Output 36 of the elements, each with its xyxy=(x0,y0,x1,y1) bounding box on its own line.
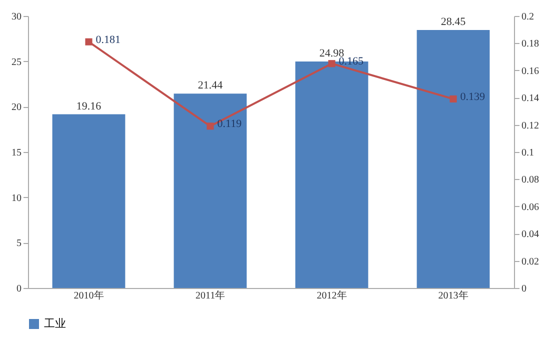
y2-tick-label: 0.18 xyxy=(522,38,539,50)
bar xyxy=(174,94,247,288)
point xyxy=(450,95,457,102)
data-label: 0.139 xyxy=(460,90,486,103)
y2-tick-label: 0 xyxy=(522,284,526,294)
data-label: 28.45 xyxy=(440,16,466,28)
x-tick-label: 2013年 xyxy=(438,290,468,302)
bar xyxy=(416,30,490,288)
x-tick-label: 2012年 xyxy=(316,290,347,302)
y-tick-label: 10 xyxy=(12,192,22,204)
y2-tick-label: 0.2 xyxy=(522,12,534,22)
data-label: 0.181 xyxy=(96,34,120,46)
bar xyxy=(52,114,126,288)
x-tick-label: 2010年 xyxy=(74,290,104,302)
y-tick-label: 20 xyxy=(12,102,22,114)
data-label: 19.16 xyxy=(76,100,102,112)
y2-tick-label: 0.14 xyxy=(522,93,539,104)
data-label: 21.44 xyxy=(198,80,224,92)
y2-tick-label: 0.1 xyxy=(522,148,534,158)
point xyxy=(328,60,336,68)
y-tick-label: 0 xyxy=(16,284,22,294)
y-tick-label: 5 xyxy=(16,238,22,250)
y2-tick-label: 0.08 xyxy=(522,174,539,186)
legend-label: 工业 xyxy=(44,317,66,330)
y2-tick-label: 0.06 xyxy=(522,202,539,213)
y2-tick-label: 0.16 xyxy=(522,66,539,77)
y-tick-label: 25 xyxy=(12,56,22,68)
data-label: 0.119 xyxy=(217,118,242,130)
point xyxy=(85,38,92,46)
y2-tick-label: 0.12 xyxy=(522,120,539,132)
y-tick-label: 30 xyxy=(12,12,22,22)
y2-tick-label: 0.02 xyxy=(522,256,539,268)
x-tick-label: 2011年 xyxy=(195,290,226,302)
y-tick-label: 15 xyxy=(12,148,22,158)
y2-tick-label: 0.04 xyxy=(522,229,539,240)
point xyxy=(206,122,214,130)
